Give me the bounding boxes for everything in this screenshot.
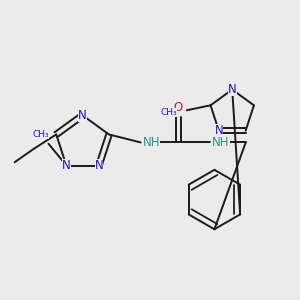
Text: N: N — [94, 159, 103, 172]
Text: N: N — [228, 83, 237, 96]
Text: O: O — [174, 101, 183, 114]
Text: CH₃: CH₃ — [32, 130, 49, 139]
Text: NH: NH — [212, 136, 230, 149]
Text: CH₃: CH₃ — [160, 108, 177, 117]
Text: N: N — [78, 109, 87, 122]
Text: N: N — [62, 159, 71, 172]
Text: NH: NH — [143, 136, 160, 149]
Text: N: N — [214, 124, 223, 137]
